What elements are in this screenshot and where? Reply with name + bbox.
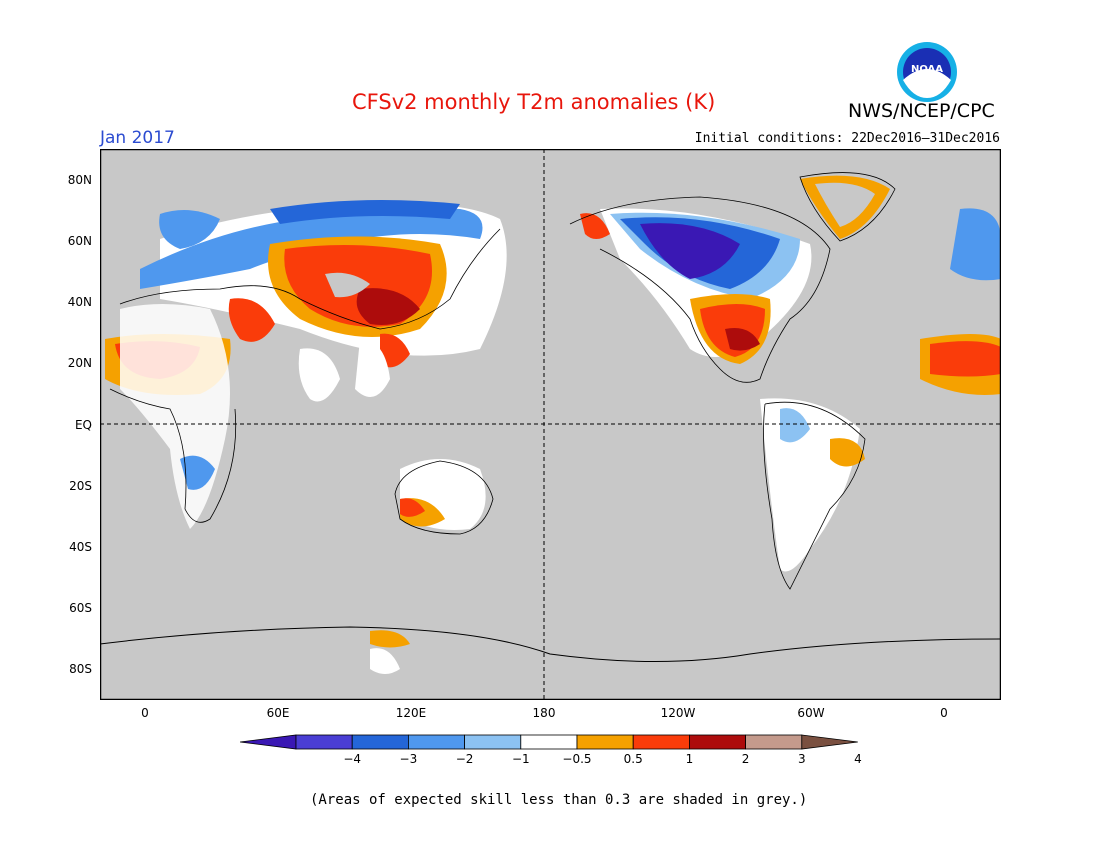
- region-repeat-blue: [950, 208, 1001, 281]
- colorbar-segment: [464, 734, 522, 750]
- colorbar-tick-label: −1: [511, 752, 530, 766]
- colorbar-segment: [576, 734, 634, 750]
- coastline-eurasia: [119, 228, 501, 330]
- noaa-logo: NOAA: [897, 42, 957, 102]
- colorbar-segment: [688, 734, 746, 750]
- lat-label: 60N: [67, 233, 92, 248]
- lon-label: 120E: [395, 706, 427, 720]
- region-antarctica-orange: [370, 630, 410, 648]
- region-repeat-red: [930, 341, 1001, 377]
- region-siberia-blue: [270, 200, 460, 224]
- colorbar-tick-label: −0.5: [562, 752, 592, 766]
- lon-label: 60W: [797, 706, 825, 720]
- agency-label: NWS/NCEP/CPC: [848, 100, 995, 122]
- colorbar-tick-label: 2: [741, 752, 750, 766]
- lon-label: 60E: [266, 706, 290, 720]
- forecast-month: Jan 2017: [100, 128, 175, 148]
- lat-label: 80N: [67, 172, 92, 187]
- coastline-australia: [394, 460, 494, 535]
- lat-label: 60S: [69, 601, 92, 616]
- lon-label: 0: [940, 706, 948, 720]
- region-scandinavia-blue: [159, 210, 220, 249]
- colorbar-tick-label: 1: [685, 752, 694, 766]
- colorbar-segment: [632, 734, 690, 750]
- map-frame: [100, 149, 1001, 700]
- lat-label: 40S: [69, 539, 92, 554]
- colorbar-segment: [745, 734, 803, 750]
- region-asia-grey: [325, 272, 370, 298]
- coastline-north-america: [569, 196, 831, 383]
- colorbar-tick-label: −4: [343, 752, 362, 766]
- map-title: CFSv2 monthly T2m anomalies (K): [352, 90, 716, 114]
- region-china-darkred: [356, 288, 420, 325]
- coastline-south-america: [763, 401, 866, 590]
- svg-text:NOAA: NOAA: [911, 64, 943, 75]
- map-panel: [100, 149, 1001, 700]
- region-alaska-red: [580, 213, 610, 239]
- region-sa-lightblue: [780, 408, 810, 443]
- antarctica-coast: [100, 626, 1001, 662]
- colorbar-segment: [295, 734, 353, 750]
- colorbar: [240, 734, 858, 750]
- skill-note: (Areas of expected skill less than 0.3 a…: [310, 792, 808, 808]
- lat-label: 20S: [69, 478, 92, 493]
- colorbar-segment: [407, 734, 465, 750]
- lon-label: 0: [141, 706, 149, 720]
- region-africa-blue: [180, 455, 215, 490]
- region-seasia-red: [380, 333, 410, 368]
- coastline-greenland: [799, 172, 896, 242]
- region-na-darkblue: [640, 223, 740, 279]
- region-usa-darkred: [725, 328, 760, 351]
- colorbar-tick-label: 0.5: [623, 752, 643, 766]
- colorbar-tick-label: −3: [399, 752, 418, 766]
- region-australia-red: [400, 498, 425, 517]
- initial-conditions: Initial conditions: 22Dec2016–31Dec2016: [694, 131, 1000, 146]
- lat-label: 20N: [67, 356, 92, 371]
- lat-label: 80S: [69, 662, 92, 677]
- colorbar-segment: [520, 734, 578, 750]
- lon-label: 120W: [660, 706, 696, 720]
- colorbar-tick-label: 4: [854, 752, 862, 766]
- colorbar-tick-label: −2: [455, 752, 474, 766]
- region-india-white: [298, 348, 340, 402]
- lat-label: EQ: [74, 417, 92, 432]
- colorbar-arrow-high: [801, 734, 858, 750]
- region-antarctica-white: [370, 648, 400, 674]
- lon-label: 180: [532, 706, 556, 720]
- lat-label: 40N: [67, 295, 92, 310]
- region-sa-orange: [830, 438, 865, 467]
- colorbar-arrow-low: [240, 734, 297, 750]
- region-mideast-red: [228, 298, 275, 342]
- coastline-africa: [109, 388, 237, 523]
- region-seasia-white: [355, 339, 390, 397]
- region-greenland-grey: [815, 182, 875, 227]
- colorbar-tick-label: 3: [797, 752, 806, 766]
- colorbar-segment: [351, 734, 409, 750]
